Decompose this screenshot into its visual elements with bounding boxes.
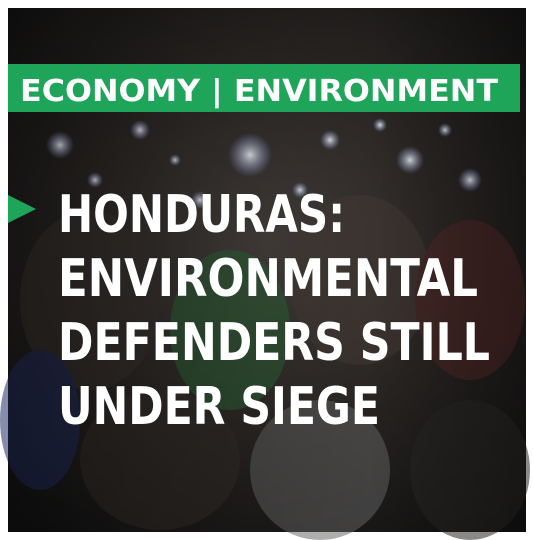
headline-line: DEFENDERS STILL: [58, 313, 490, 373]
headline-line: HONDURAS:: [58, 185, 345, 245]
headline-line: UNDER SIEGE: [58, 377, 380, 437]
page: {"tag": "ECONOMY | ENVIRONMENT", "headli…: [0, 0, 534, 540]
category-tag: ECONOMY | ENVIRONMENT: [20, 74, 499, 109]
news-card: ECONOMY | ENVIRONMENT HONDURAS: ENVIRONM…: [0, 0, 534, 540]
headline-line: ENVIRONMENTAL: [58, 249, 478, 309]
